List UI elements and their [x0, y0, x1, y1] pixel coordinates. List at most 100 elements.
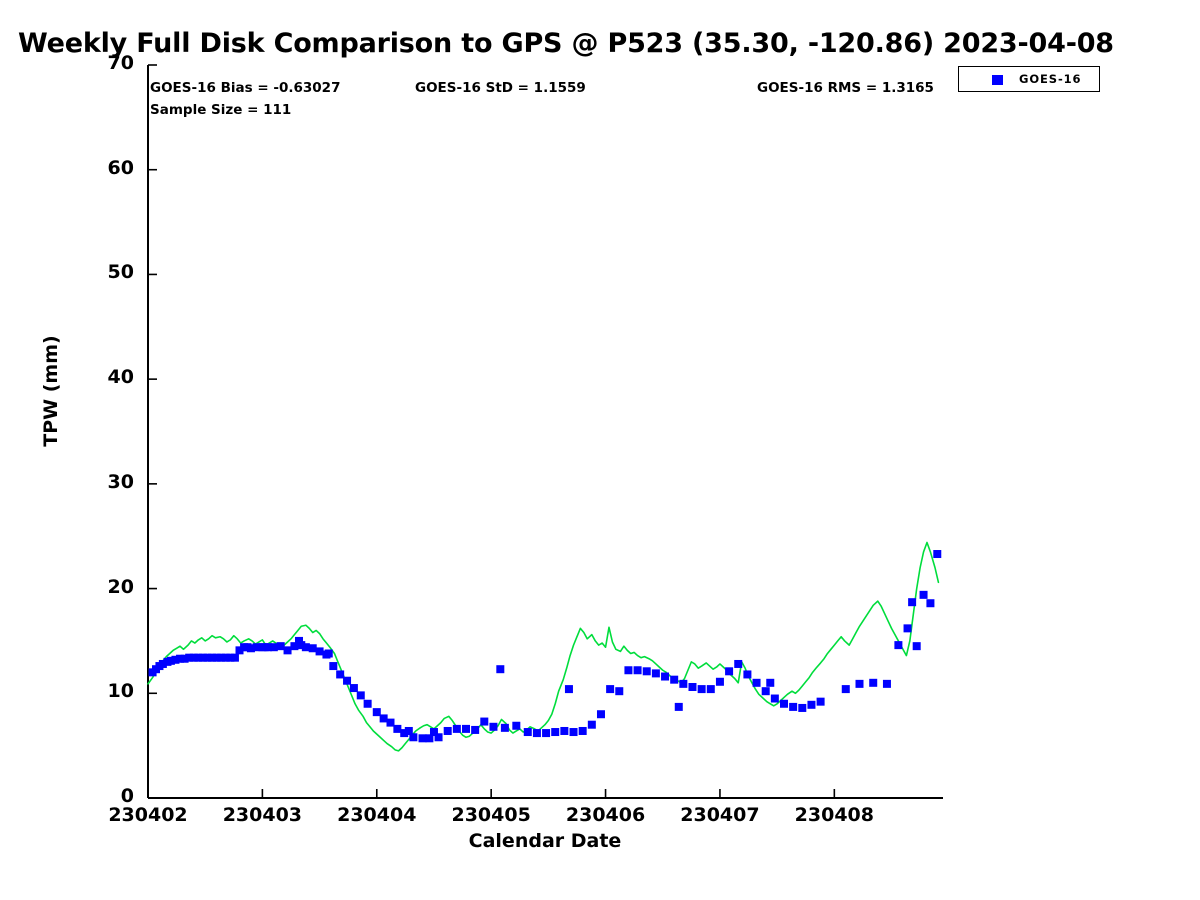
data-point [290, 642, 299, 651]
x-tick-label: 230408 [794, 804, 874, 826]
data-point [308, 644, 317, 653]
data-point [480, 717, 489, 726]
data-point [926, 599, 935, 608]
data-point [217, 653, 226, 662]
data-point [372, 708, 381, 717]
data-point [798, 703, 807, 712]
data-point [512, 721, 521, 730]
stat-bias-annotation: GOES-16 Bias = -0.63027 [150, 80, 341, 96]
data-point [176, 654, 185, 663]
data-point [276, 642, 285, 651]
chart-title: Weekly Full Disk Comparison to GPS @ P52… [18, 28, 1114, 59]
data-point [496, 665, 505, 674]
data-point [356, 691, 365, 700]
data-point [606, 685, 615, 694]
data-point [651, 669, 660, 678]
data-point [688, 683, 697, 691]
y-tick-label: 50 [107, 261, 134, 284]
data-point [343, 676, 352, 685]
data-point [471, 725, 480, 734]
data-point [697, 685, 706, 694]
data-point [489, 722, 498, 731]
data-point [336, 670, 345, 679]
data-point [569, 728, 578, 737]
data-point [409, 733, 418, 742]
data-point [633, 666, 642, 675]
y-tick-label: 60 [107, 156, 134, 179]
data-point [679, 679, 688, 688]
data-point [587, 720, 596, 729]
y-tick-label: 40 [107, 366, 134, 389]
data-point [578, 726, 587, 735]
data-point [400, 729, 409, 738]
data-point [908, 598, 917, 607]
data-point [198, 653, 207, 662]
data-point [212, 653, 221, 662]
data-point [780, 699, 788, 708]
data-point [230, 653, 239, 662]
data-point [158, 659, 167, 668]
y-tick-label: 70 [107, 52, 134, 74]
legend-marker-goes16 [992, 75, 1003, 85]
x-tick-label: 230404 [337, 804, 417, 826]
data-point [226, 653, 235, 662]
stat-std-annotation: GOES-16 StD = 1.1559 [415, 80, 586, 96]
data-point [807, 700, 816, 709]
data-point [194, 653, 203, 662]
data-point [429, 728, 438, 737]
data-point [252, 643, 261, 652]
data-point [297, 641, 306, 650]
data-point [404, 726, 413, 735]
data-point [208, 653, 217, 662]
x-tick-label: 230403 [222, 804, 303, 826]
data-point [185, 653, 194, 662]
data-point [734, 659, 743, 668]
data-point [523, 728, 532, 737]
data-point [235, 646, 244, 655]
series-scatter-goes16 [148, 550, 942, 743]
data-point [551, 728, 560, 737]
y-tick-label: 10 [107, 680, 134, 703]
data-point [912, 642, 921, 651]
data-point [624, 666, 633, 675]
data-point [189, 653, 198, 662]
data-point [171, 655, 180, 664]
data-point [670, 675, 679, 684]
data-point [386, 718, 395, 727]
data-point [564, 685, 573, 694]
data-point [661, 672, 670, 681]
data-point [203, 653, 212, 662]
data-point [642, 667, 651, 676]
data-point [752, 678, 761, 687]
data-point [789, 702, 798, 711]
legend[interactable]: GOES-16 [958, 66, 1100, 92]
data-point [452, 724, 461, 733]
data-point [560, 726, 569, 735]
data-point [166, 656, 175, 665]
y-tick-label: 0 [120, 785, 134, 807]
data-point [379, 714, 388, 723]
data-point [324, 649, 333, 658]
y-tick-label: 20 [107, 575, 134, 598]
data-point [260, 643, 269, 652]
data-point [425, 734, 434, 743]
data-point [894, 641, 903, 650]
data-point [462, 724, 470, 733]
data-point [283, 646, 292, 655]
data-point [869, 678, 878, 687]
data-point [329, 662, 338, 671]
data-point [882, 679, 891, 688]
data-point [933, 550, 942, 559]
legend-label-goes16: GOES-16 [1019, 72, 1082, 86]
data-point [770, 694, 779, 703]
data-point [418, 734, 427, 743]
data-point [500, 723, 509, 732]
data-point [903, 624, 912, 633]
x-tick-label: 230402 [108, 804, 188, 826]
data-point [393, 724, 402, 733]
data-point [434, 733, 443, 742]
data-point [269, 643, 278, 652]
data-point [725, 667, 734, 676]
stat-sample-size-annotation: Sample Size = 111 [150, 102, 292, 118]
